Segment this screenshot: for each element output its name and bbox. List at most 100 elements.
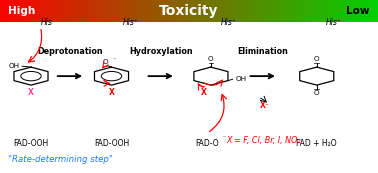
Bar: [325, 0, 327, 22]
Bar: [257, 0, 259, 22]
Bar: [46, 0, 48, 22]
Bar: [37, 0, 38, 22]
Bar: [126, 0, 128, 22]
Bar: [44, 0, 46, 22]
Bar: [355, 0, 357, 22]
Text: X: X: [28, 88, 34, 97]
Bar: [224, 0, 226, 22]
Bar: [188, 0, 189, 22]
Bar: [345, 0, 347, 22]
Bar: [20, 0, 22, 22]
Bar: [311, 0, 313, 22]
Bar: [213, 0, 215, 22]
Bar: [248, 0, 250, 22]
Bar: [93, 0, 95, 22]
Bar: [326, 0, 328, 22]
Bar: [53, 0, 54, 22]
Text: FAD-OOH: FAD-OOH: [13, 139, 49, 148]
Bar: [262, 0, 264, 22]
Bar: [237, 0, 239, 22]
Bar: [103, 0, 105, 22]
Bar: [101, 0, 102, 22]
Bar: [82, 0, 84, 22]
Bar: [10, 0, 12, 22]
Bar: [137, 0, 139, 22]
Bar: [249, 0, 251, 22]
Text: His: His: [40, 18, 52, 27]
Bar: [256, 0, 257, 22]
Text: His⁺: His⁺: [220, 18, 236, 27]
Bar: [33, 0, 34, 22]
Bar: [245, 0, 246, 22]
Text: His⁺: His⁺: [123, 18, 139, 27]
Bar: [56, 0, 57, 22]
Bar: [219, 0, 221, 22]
Bar: [212, 0, 213, 22]
Bar: [201, 0, 203, 22]
Bar: [150, 0, 152, 22]
Bar: [35, 0, 37, 22]
Bar: [297, 0, 299, 22]
Bar: [177, 0, 178, 22]
Bar: [239, 0, 241, 22]
Bar: [129, 0, 130, 22]
Bar: [349, 0, 351, 22]
Bar: [160, 0, 162, 22]
Bar: [243, 0, 245, 22]
Bar: [14, 0, 15, 22]
Bar: [341, 0, 343, 22]
Text: O: O: [208, 56, 214, 62]
Bar: [207, 0, 208, 22]
Bar: [113, 0, 115, 22]
Bar: [117, 0, 119, 22]
Bar: [38, 0, 39, 22]
Bar: [185, 0, 187, 22]
Text: Low: Low: [346, 6, 370, 16]
Bar: [334, 0, 336, 22]
Bar: [12, 0, 14, 22]
Text: X: X: [201, 88, 207, 97]
Bar: [164, 0, 166, 22]
Bar: [211, 0, 212, 22]
Bar: [19, 0, 20, 22]
Bar: [73, 0, 75, 22]
Bar: [74, 0, 76, 22]
Text: O: O: [314, 56, 319, 62]
Bar: [18, 0, 19, 22]
Bar: [366, 0, 367, 22]
Bar: [120, 0, 121, 22]
Bar: [336, 0, 338, 22]
Bar: [16, 0, 18, 22]
Bar: [370, 0, 372, 22]
Bar: [231, 0, 232, 22]
Bar: [79, 0, 81, 22]
Text: "Rate-determining step": "Rate-determining step": [8, 155, 112, 164]
Bar: [161, 0, 163, 22]
Bar: [214, 0, 216, 22]
Bar: [348, 0, 349, 22]
Bar: [333, 0, 334, 22]
Bar: [92, 0, 94, 22]
Bar: [209, 0, 211, 22]
Bar: [144, 0, 145, 22]
Bar: [197, 0, 198, 22]
Bar: [235, 0, 237, 22]
Text: ⁻: ⁻: [112, 59, 116, 64]
Bar: [367, 0, 368, 22]
Bar: [295, 0, 296, 22]
Text: FAD + H₂O: FAD + H₂O: [296, 139, 337, 148]
Bar: [141, 0, 143, 22]
Bar: [131, 0, 133, 22]
Text: OH: OH: [9, 63, 20, 69]
Bar: [54, 0, 56, 22]
Bar: [102, 0, 104, 22]
Bar: [31, 0, 33, 22]
Text: His⁺: His⁺: [326, 18, 342, 27]
Bar: [335, 0, 337, 22]
Bar: [350, 0, 352, 22]
Bar: [94, 0, 96, 22]
Bar: [368, 0, 370, 22]
Bar: [319, 0, 321, 22]
Bar: [373, 0, 375, 22]
Bar: [254, 0, 256, 22]
